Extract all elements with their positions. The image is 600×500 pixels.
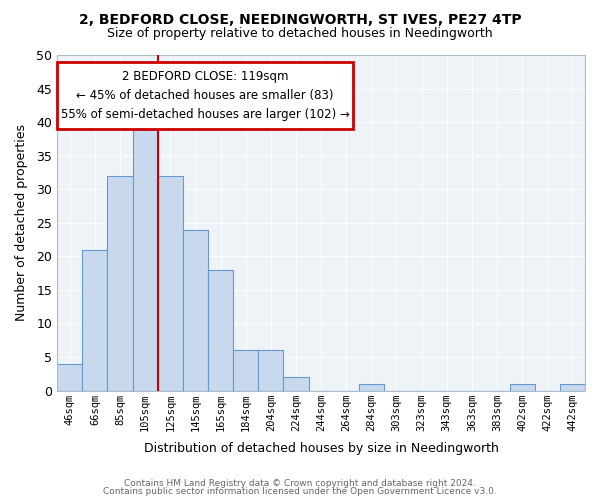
Text: Contains HM Land Registry data © Crown copyright and database right 2024.: Contains HM Land Registry data © Crown c… [124, 478, 476, 488]
FancyBboxPatch shape [57, 62, 353, 129]
Text: Size of property relative to detached houses in Needingworth: Size of property relative to detached ho… [107, 28, 493, 40]
X-axis label: Distribution of detached houses by size in Needingworth: Distribution of detached houses by size … [143, 442, 499, 455]
Bar [258, 350, 283, 391]
Bar [359, 384, 384, 390]
Bar [133, 129, 158, 390]
Bar [208, 270, 233, 390]
Bar [283, 377, 308, 390]
Bar [57, 364, 82, 390]
Y-axis label: Number of detached properties: Number of detached properties [15, 124, 28, 322]
Text: Contains public sector information licensed under the Open Government Licence v3: Contains public sector information licen… [103, 487, 497, 496]
Text: ← 45% of detached houses are smaller (83): ← 45% of detached houses are smaller (83… [76, 89, 334, 102]
Bar [107, 176, 133, 390]
Bar [233, 350, 258, 391]
Bar [82, 250, 107, 390]
Bar [560, 384, 585, 390]
Bar [158, 176, 183, 390]
Text: 2 BEDFORD CLOSE: 119sqm: 2 BEDFORD CLOSE: 119sqm [122, 70, 288, 83]
Bar [183, 230, 208, 390]
Text: 2, BEDFORD CLOSE, NEEDINGWORTH, ST IVES, PE27 4TP: 2, BEDFORD CLOSE, NEEDINGWORTH, ST IVES,… [79, 12, 521, 26]
Bar [509, 384, 535, 390]
Text: 55% of semi-detached houses are larger (102) →: 55% of semi-detached houses are larger (… [61, 108, 349, 120]
